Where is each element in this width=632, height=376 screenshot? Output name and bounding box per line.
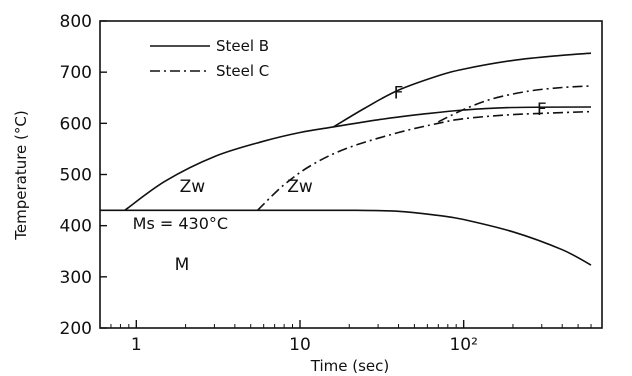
annotation-m-5: M — [175, 255, 190, 275]
annotation-zw-2: Zw — [180, 177, 206, 197]
annotation-zw-3: Zw — [287, 177, 313, 197]
legend-label-steel-c: Steel C — [216, 62, 269, 80]
x-axis-title: Time (sec) — [310, 357, 389, 375]
y-tick-label-700: 700 — [60, 63, 92, 83]
y-tick-label-300: 300 — [60, 268, 92, 288]
region-annotations: F F Zw Zw Ms = 430°C M — [133, 84, 547, 275]
y-axis-ticks: 200 300 400 500 600 700 800 — [60, 12, 107, 339]
y-tick-label-500: 500 — [60, 166, 92, 186]
curve-steel-c-zw-start — [256, 110, 592, 211]
x-tick-label-1: 1 — [131, 335, 142, 355]
y-tick-label-600: 600 — [60, 114, 92, 134]
curve-steel-b-m-start — [99, 209, 592, 266]
annotation-ms-430-c-4: Ms = 430°C — [133, 214, 228, 233]
y-axis-title: Temperature (°C) — [12, 110, 30, 240]
annotation-f-1: F — [537, 100, 547, 120]
y-tick-label-800: 800 — [60, 12, 92, 32]
series-curves — [99, 52, 592, 266]
legend-label-steel-b: Steel B — [216, 37, 269, 55]
x-tick-label-10: 10 — [289, 335, 311, 355]
plot-frame — [99, 20, 603, 329]
annotation-f-0: F — [394, 84, 404, 104]
legend: Steel B Steel C — [150, 37, 269, 80]
curve-steel-c-f-start — [437, 85, 592, 123]
x-axis-ticks: 1 10 10² — [99, 320, 592, 355]
x-tick-label-100: 10² — [449, 335, 477, 355]
y-tick-label-200: 200 — [60, 319, 92, 339]
y-tick-label-400: 400 — [60, 217, 92, 237]
curve-steel-b-f-start — [332, 52, 592, 128]
